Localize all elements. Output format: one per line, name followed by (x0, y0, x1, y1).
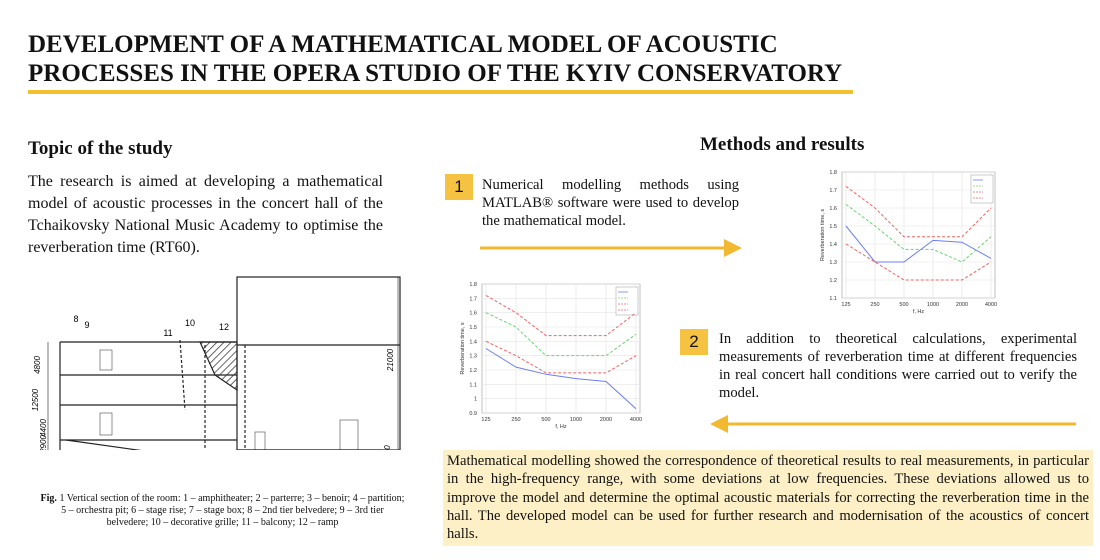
chart: 0.9 1 1.1 1.2 1.3 1.4 1.5 1.6 1.7 1.8 125 250 500 100… (460, 282, 642, 430)
topic-text: The research is aimed at developing a ma… (28, 173, 383, 256)
drawing-label: 8 (73, 314, 78, 324)
series-line (485, 340, 637, 374)
series-line (845, 225, 992, 263)
step-text: In addition to theoretical calculations,… (719, 331, 1077, 401)
y-tick-label: 1 (474, 397, 477, 403)
step-number: 1 (445, 174, 473, 200)
y-tick-label: 1.6 (469, 311, 477, 317)
section-drawing (47, 276, 401, 450)
x-tick-label: 500 (899, 302, 908, 308)
series-line (845, 243, 992, 281)
series-line (485, 348, 637, 410)
plot-area (841, 171, 996, 299)
series-line (485, 295, 637, 337)
x-tick-label: 250 (511, 417, 520, 423)
caption-label: Fig. (40, 493, 57, 504)
y-tick-label: 1.7 (829, 188, 837, 194)
arrow (480, 239, 742, 257)
y-tick-label: 1.1 (469, 382, 477, 388)
y-tick-label: 1.6 (829, 206, 837, 212)
x-tick-label: 4000 (985, 302, 997, 308)
x-tick-label: 1000 (570, 417, 582, 423)
drawing-label: 11 (163, 328, 172, 338)
y-tick-label: 1.4 (469, 339, 477, 345)
x-tick-label: 125 (481, 417, 490, 423)
y-tick-label: 0.9 (469, 411, 477, 417)
y-tick-label: 1.7 (469, 296, 477, 302)
y-tick-label: 1.4 (829, 242, 837, 248)
arrow (710, 415, 1076, 433)
title-rule (28, 90, 853, 94)
legend (615, 286, 639, 316)
figure-caption: Fig. 1 Vertical section of the room: 1 –… (40, 493, 405, 529)
y-tick-label: 1.3 (829, 260, 837, 266)
x-axis-label: f, Hz (913, 309, 925, 315)
y-axis-label: Reverberation time, s (820, 209, 826, 262)
y-tick-label: 1.5 (829, 224, 837, 230)
x-tick-label: 4000 (630, 417, 642, 423)
caption-text: 1 Vertical section of the room: 1 – amph… (59, 493, 405, 528)
y-axis-label: Reverberation time, s (460, 322, 466, 375)
topic-heading: Topic of the study (28, 138, 173, 159)
y-tick-label: 1.1 (829, 296, 837, 302)
y-tick-label: 1.2 (829, 278, 837, 284)
graphics: 8911101212345674800125004400290014500350… (31, 170, 1076, 450)
step-text: Numerical modelling methods using MATLAB… (482, 177, 739, 229)
series-line (485, 312, 637, 357)
y-tick-label: 1.8 (469, 282, 477, 288)
dimension-label: 950 (383, 445, 392, 450)
title-line: PROCESSES IN THE OPERA STUDIO OF THE KYI… (28, 60, 843, 87)
drawing-label: 9 (84, 320, 89, 330)
x-tick-label: 125 (841, 302, 850, 308)
x-axis-label: f, Hz (555, 424, 567, 430)
x-tick-label: 250 (870, 302, 879, 308)
title-line: DEVELOPMENT OF A MATHEMATICAL MODEL OF A… (28, 31, 778, 58)
drawing-label: 10 (185, 318, 195, 328)
step-number: 2 (680, 329, 708, 355)
x-tick-label: 500 (541, 417, 550, 423)
x-tick-label: 1000 (927, 302, 939, 308)
y-tick-label: 1.8 (829, 170, 837, 176)
dimension-label: 21000 (386, 348, 395, 372)
x-tick-label: 2000 (600, 417, 612, 423)
dimension-label: 12500 (31, 388, 40, 411)
conclusion: Mathematical modelling showed the corres… (443, 450, 1093, 546)
legend (970, 174, 994, 204)
series-line (845, 185, 992, 238)
y-tick-label: 1.5 (469, 325, 477, 331)
drawing-label: 12 (219, 322, 229, 332)
plot-area (481, 283, 641, 414)
dimension-label: 2900 (39, 435, 48, 450)
dimension-label: 4400 (39, 419, 48, 437)
y-tick-label: 1.3 (469, 354, 477, 360)
x-tick-label: 2000 (956, 302, 968, 308)
title: DEVELOPMENT OF A MATHEMATICAL MODEL OF A… (28, 30, 842, 88)
methods-heading: Methods and results (700, 134, 865, 155)
chart: 1.1 1.2 1.3 1.4 1.5 1.6 1.7 1.8 125 250 500 1000 200… (820, 170, 997, 315)
series-line (845, 203, 992, 263)
y-tick-label: 1.2 (469, 368, 477, 374)
dimension-label: 4800 (33, 356, 42, 374)
